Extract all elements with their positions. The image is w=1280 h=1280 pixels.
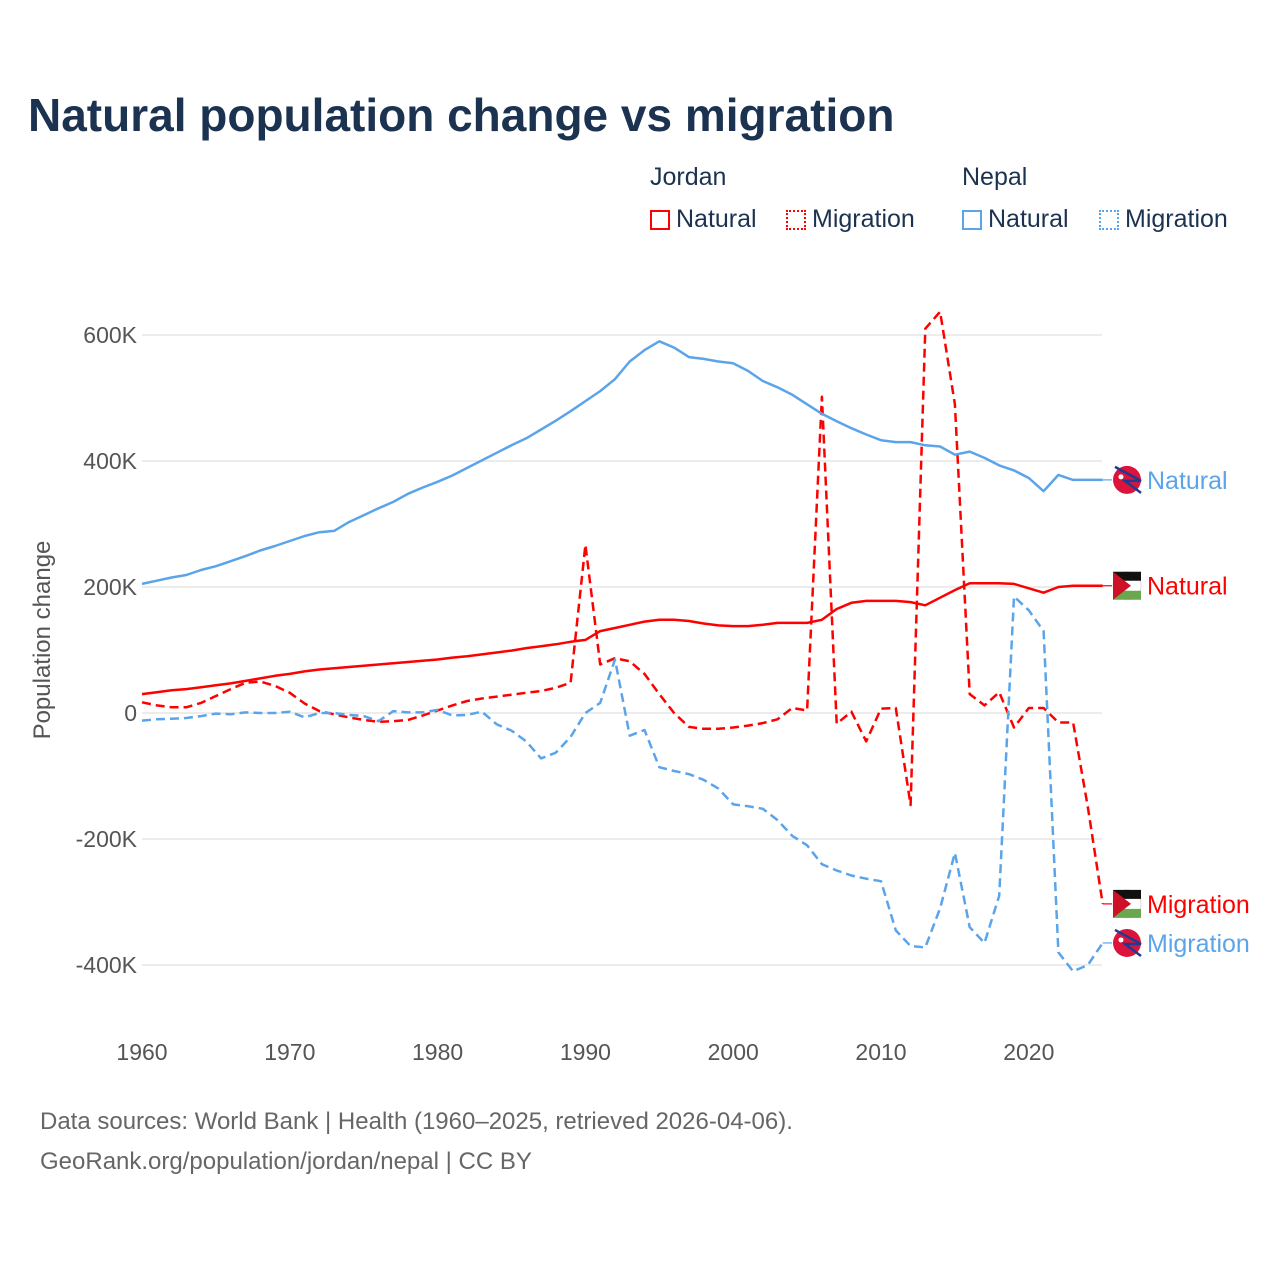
series-line-jordan-natural — [141, 581, 1103, 696]
series-line-jordan-migration — [141, 310, 1104, 905]
nepal-flag-icon — [1113, 928, 1142, 957]
legend-nepal-migration[interactable]: Migration — [1099, 205, 1228, 234]
series-end-label: Natural — [1147, 467, 1228, 495]
series-line-nepal-migration — [141, 595, 1104, 973]
y-tick-label: 0 — [124, 700, 137, 726]
x-tick-label: 2020 — [1003, 1039, 1054, 1065]
legend-label: Natural — [676, 205, 757, 233]
legend-jordan-natural[interactable]: Natural — [650, 205, 757, 234]
legend-swatch-solid — [962, 209, 982, 230]
y-tick-label: 200K — [83, 574, 137, 600]
jordan-flag-icon — [1112, 571, 1142, 601]
x-tick-label: 2000 — [708, 1039, 759, 1065]
x-tick-label: 1960 — [116, 1039, 167, 1065]
legend-label: Natural — [988, 205, 1069, 233]
source-note: Data sources: World Bank | Health (1960–… — [40, 1108, 793, 1135]
series-end-label: Migration — [1147, 891, 1250, 919]
y-tick-label: 400K — [83, 448, 137, 474]
x-tick-label: 2010 — [855, 1039, 906, 1065]
series-end-label: Migration — [1147, 930, 1250, 958]
legend-group-nepal: Nepal — [962, 163, 1028, 191]
source-link[interactable]: GeoRank.org/population/jordan/nepal | CC… — [40, 1148, 532, 1175]
legend-label: Migration — [1125, 205, 1228, 233]
x-tick-label: 1970 — [264, 1039, 315, 1065]
jordan-flag-icon — [1112, 889, 1142, 919]
x-tick-label: 1980 — [412, 1039, 463, 1065]
legend-jordan-migration[interactable]: Migration — [786, 205, 915, 234]
legend-swatch-dotted — [1099, 209, 1119, 230]
legend-group-jordan: Jordan — [650, 163, 727, 191]
series-end-label: Natural — [1147, 573, 1228, 601]
legend-nepal-natural[interactable]: Natural — [962, 205, 1069, 234]
y-tick-label: -400K — [76, 952, 138, 978]
legend-swatch-solid — [650, 209, 670, 230]
legend-label: Migration — [812, 205, 915, 233]
series-line-nepal-natural — [141, 340, 1103, 586]
chart-title: Natural population change vs migration — [28, 89, 895, 141]
y-tick-label: -200K — [76, 826, 138, 852]
nepal-flag-icon — [1113, 465, 1142, 494]
y-tick-label: 600K — [83, 322, 137, 348]
x-tick-label: 1990 — [560, 1039, 611, 1065]
y-axis-label: Population change — [29, 541, 56, 740]
legend-swatch-dotted — [786, 209, 806, 230]
